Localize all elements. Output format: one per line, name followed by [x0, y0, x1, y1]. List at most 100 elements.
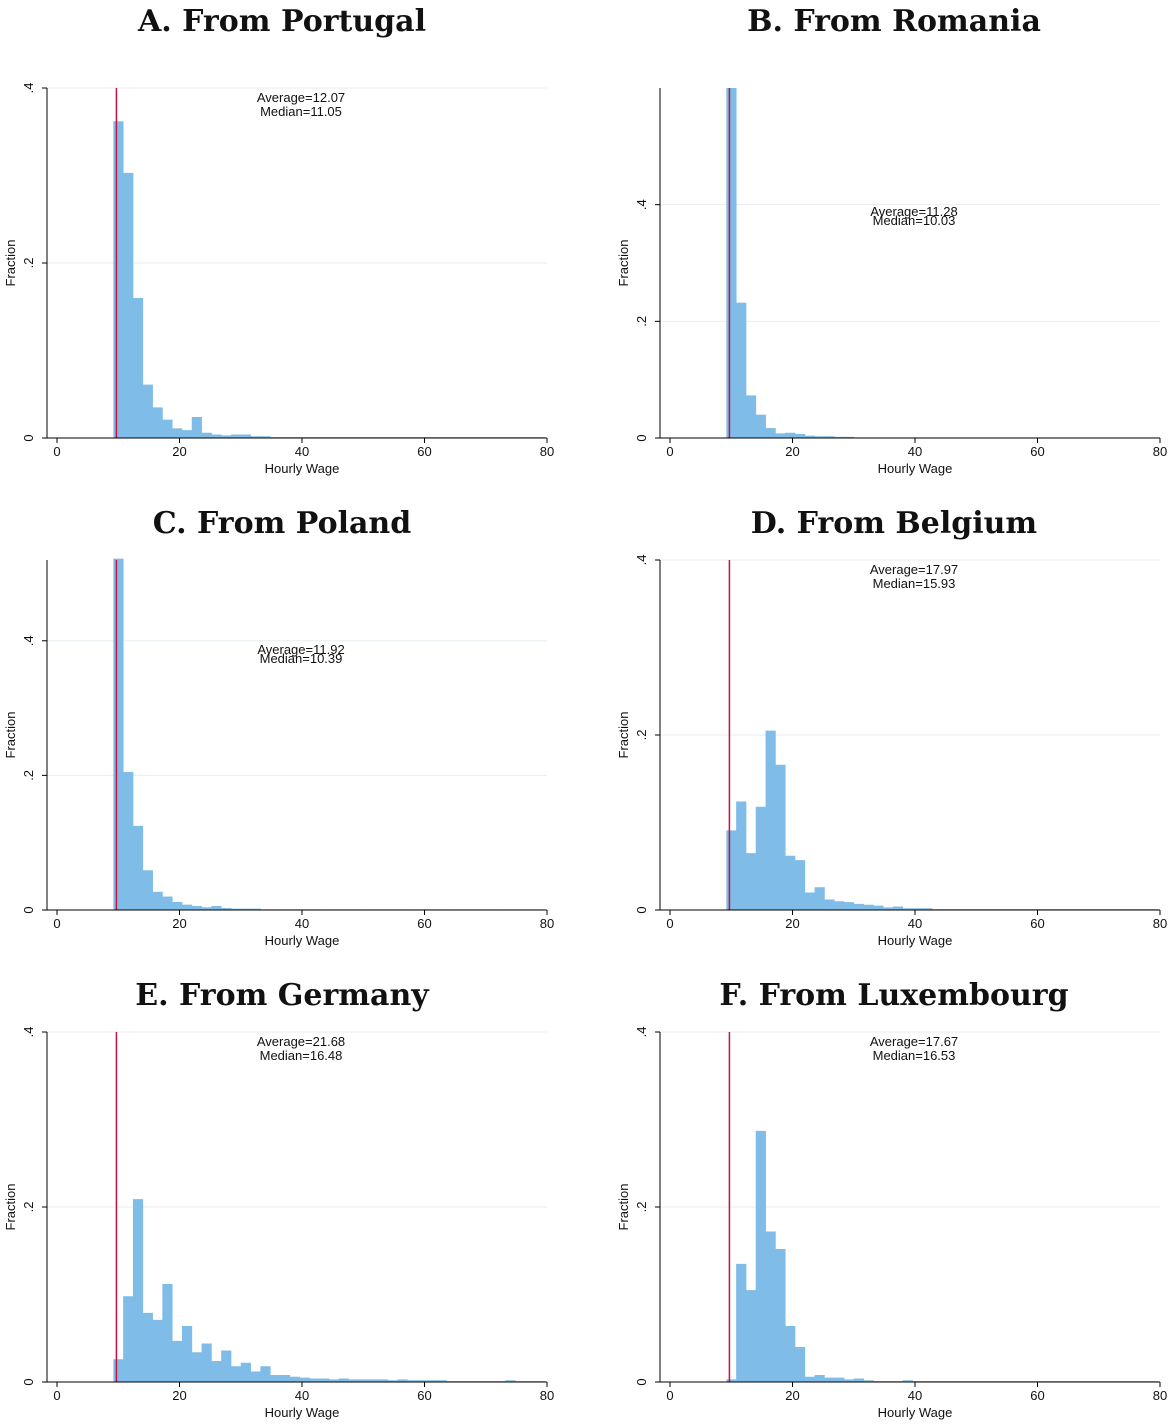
histogram-bar	[922, 908, 933, 910]
histogram-bar	[152, 891, 163, 910]
histogram-bar	[804, 1376, 815, 1382]
histogram-bar	[824, 1377, 835, 1382]
x-tick-label: 0	[53, 1388, 60, 1403]
histogram-bar	[250, 436, 261, 438]
y-tick-label: .4	[634, 199, 649, 210]
histogram-bar	[863, 1380, 874, 1382]
histogram-bar	[804, 892, 815, 910]
x-tick-label: 20	[172, 916, 186, 931]
histogram-bar	[505, 1380, 516, 1382]
histogram-bar	[736, 801, 747, 910]
panel-title: B. From Romania	[747, 4, 1041, 39]
x-tick-label: 80	[540, 1388, 554, 1403]
histogram-bar	[260, 1366, 271, 1382]
histogram-bar	[755, 1130, 766, 1382]
average-annotation: Average=21.68	[257, 1034, 345, 1049]
y-axis-label: Fraction	[3, 240, 18, 287]
histogram-bar	[172, 901, 183, 910]
x-axis-label: Hourly Wage	[265, 933, 340, 948]
histogram-bar	[132, 298, 144, 438]
histogram-bar	[191, 417, 202, 438]
x-tick-label: 40	[908, 916, 922, 931]
histogram-bar	[745, 395, 757, 438]
average-annotation: Average=17.97	[870, 562, 958, 577]
histogram-bar	[201, 1343, 212, 1382]
y-tick-label: .4	[634, 1027, 649, 1038]
histogram-bar	[191, 905, 202, 910]
histogram-bar	[745, 1290, 757, 1382]
y-tick-label: .2	[634, 1202, 649, 1213]
chart-panel-5: F. From Luxembourg 0 20 40 60 80 0 .2 .4 Hourly W…	[616, 978, 1167, 1420]
x-tick-label: 60	[1030, 444, 1044, 459]
x-tick-label: 0	[53, 916, 60, 931]
histogram-bar	[172, 1340, 183, 1382]
histogram-bar	[834, 1377, 845, 1382]
histogram-bar	[814, 887, 825, 910]
histogram-bar	[221, 907, 232, 910]
histogram-bar	[736, 302, 747, 438]
panel-title: C. From Poland	[153, 506, 411, 541]
histogram-bar	[387, 1380, 398, 1382]
x-tick-label: 80	[540, 444, 554, 459]
histogram-bar	[902, 908, 913, 910]
y-tick-label: .2	[21, 1202, 36, 1213]
histogram-bar	[765, 730, 776, 910]
y-tick-label: .2	[634, 316, 649, 327]
histogram-bar	[142, 870, 153, 910]
panel-title: E. From Germany	[135, 978, 430, 1013]
histogram-bar	[358, 1379, 369, 1382]
histogram-bar	[260, 436, 271, 438]
histogram-bar	[289, 1376, 300, 1382]
histogram-bar	[377, 1379, 389, 1382]
y-axis-label: Fraction	[3, 1184, 18, 1231]
histogram-bar	[892, 906, 904, 910]
x-tick-label: 0	[666, 916, 673, 931]
histogram-bar	[794, 1347, 806, 1382]
y-axis-label: Fraction	[3, 712, 18, 759]
average-annotation: Average=11.92	[257, 642, 344, 657]
histogram-bar	[162, 419, 173, 438]
x-tick-label: 60	[1030, 1388, 1044, 1403]
y-tick-label: 0	[634, 434, 649, 441]
histogram-bar	[132, 825, 144, 910]
histogram-bar	[873, 905, 884, 910]
y-tick-label: 0	[21, 906, 36, 913]
histogram-bar	[132, 1199, 144, 1382]
histogram-bar	[843, 436, 855, 438]
histogram-bar	[250, 908, 261, 910]
x-tick-label: 80	[1153, 1388, 1167, 1403]
histogram-bar	[152, 407, 163, 438]
histogram-bar	[348, 1379, 359, 1382]
x-tick-label: 60	[417, 444, 431, 459]
histogram-bar	[201, 432, 212, 438]
x-tick-label: 0	[53, 444, 60, 459]
median-annotation: Median=11.05	[260, 104, 342, 119]
histogram-bar	[912, 908, 923, 910]
histogram-bar	[172, 428, 183, 438]
average-annotation: Average=12.07	[257, 90, 345, 105]
histogram-bar	[407, 1380, 418, 1382]
histogram-bar	[902, 1380, 913, 1382]
histogram-bar	[794, 860, 806, 910]
histogram-bar	[726, 1379, 737, 1382]
y-axis-label: Fraction	[616, 240, 631, 287]
x-tick-label: 40	[295, 444, 309, 459]
histogram-bar	[230, 1366, 242, 1382]
x-axis-label: Hourly Wage	[265, 461, 340, 476]
chart-panel-0: A. From Portugal 0 20 40 60 80 0 .2 .4 Hourly Wag…	[3, 4, 554, 476]
chart-panel-3: D. From Belgium 0 20 40 60 80 0 .2 .4 Hourly Wage…	[616, 506, 1167, 948]
histogram-bar	[785, 855, 796, 910]
x-tick-label: 0	[666, 1388, 673, 1403]
histogram-bar	[240, 434, 251, 438]
median-annotation: Median=10.39	[260, 651, 343, 666]
histogram-bar	[123, 172, 134, 438]
histogram-bar	[279, 1375, 291, 1382]
x-tick-label: 60	[1030, 916, 1044, 931]
histogram-bar	[417, 1380, 428, 1382]
histogram-bar	[843, 902, 855, 910]
y-axis-label: Fraction	[616, 712, 631, 759]
y-tick-label: .4	[21, 83, 36, 94]
x-axis-label: Hourly Wage	[878, 933, 953, 948]
y-tick-label: 0	[634, 1378, 649, 1385]
